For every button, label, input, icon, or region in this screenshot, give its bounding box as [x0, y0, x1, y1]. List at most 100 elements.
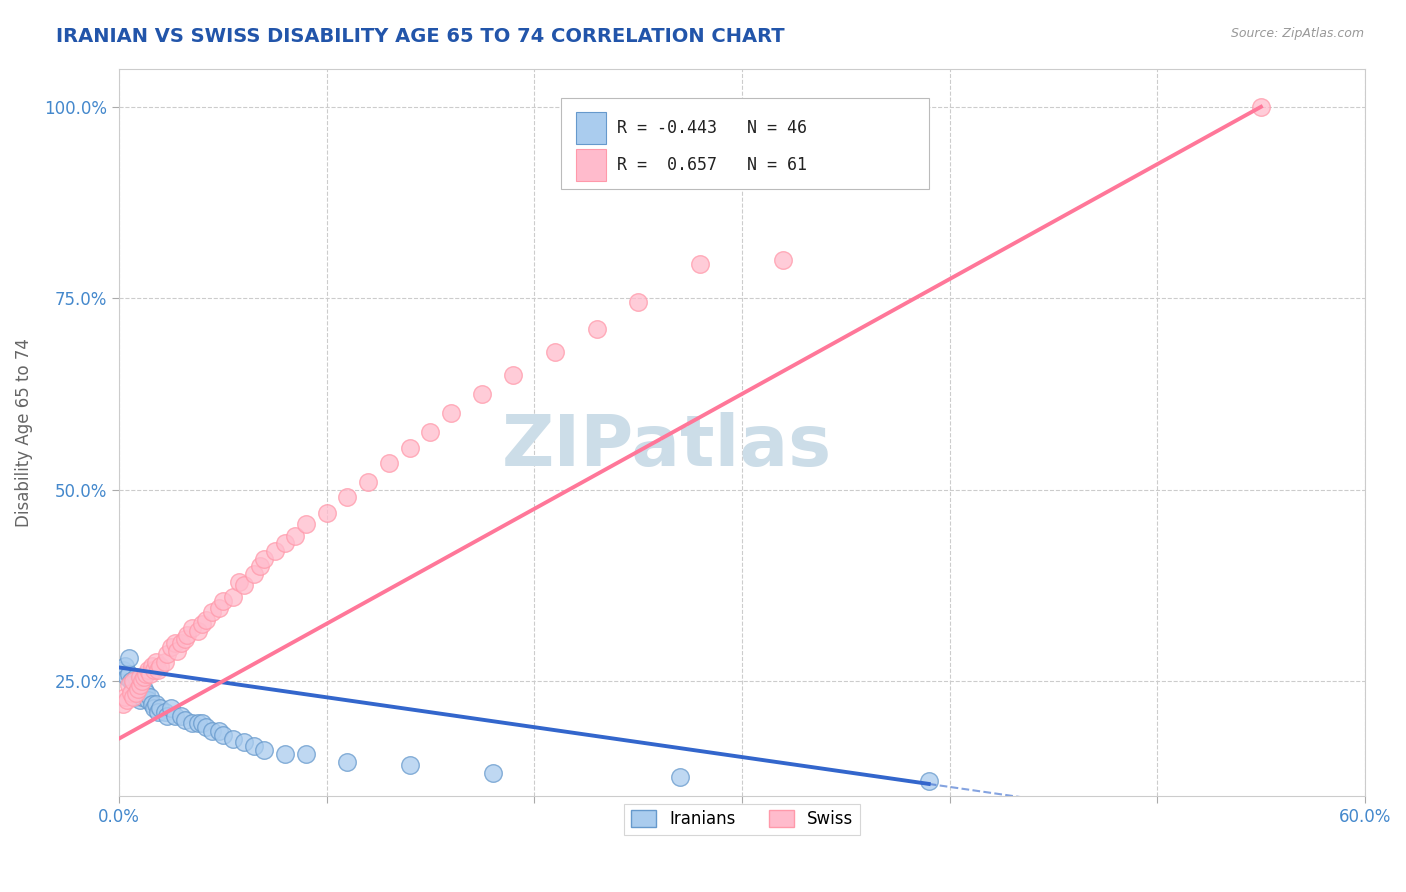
Point: [187, 624, 209, 639]
Point: [115, 670, 138, 684]
Point: [201, 723, 224, 738]
FancyBboxPatch shape: [561, 97, 929, 188]
Point: [294, 747, 316, 761]
Point: [120, 686, 142, 700]
Point: [132, 681, 155, 696]
Point: [243, 566, 266, 581]
Point: [124, 670, 146, 684]
Point: [139, 690, 162, 704]
Point: [668, 770, 690, 784]
Point: [772, 252, 794, 267]
Point: [284, 529, 307, 543]
Point: [159, 640, 181, 654]
Point: [170, 708, 193, 723]
Point: [544, 344, 567, 359]
Point: [148, 705, 170, 719]
Point: [176, 628, 198, 642]
Point: [128, 693, 150, 707]
Point: [156, 708, 179, 723]
Point: [127, 681, 149, 696]
Point: [174, 713, 197, 727]
Point: [357, 475, 380, 489]
Point: [207, 601, 229, 615]
Point: [143, 663, 166, 677]
Point: [124, 686, 146, 700]
Point: [249, 559, 271, 574]
Text: IRANIAN VS SWISS DISABILITY AGE 65 TO 74 CORRELATION CHART: IRANIAN VS SWISS DISABILITY AGE 65 TO 74…: [56, 27, 785, 45]
Text: R =  0.657   N = 61: R = 0.657 N = 61: [617, 155, 807, 174]
Point: [122, 678, 145, 692]
Point: [166, 643, 188, 657]
Point: [191, 616, 214, 631]
Point: [163, 636, 186, 650]
Point: [263, 544, 285, 558]
Point: [159, 701, 181, 715]
Point: [1250, 100, 1272, 114]
Point: [127, 686, 149, 700]
Point: [253, 743, 276, 757]
Point: [149, 659, 172, 673]
Point: [156, 648, 179, 662]
Point: [118, 651, 141, 665]
Point: [187, 716, 209, 731]
Legend: Iranians, Swiss: Iranians, Swiss: [624, 804, 860, 835]
Point: [128, 670, 150, 684]
Point: [481, 766, 503, 780]
Point: [145, 697, 167, 711]
Text: R = -0.443   N = 46: R = -0.443 N = 46: [617, 120, 807, 137]
Point: [243, 739, 266, 754]
Point: [232, 578, 254, 592]
Point: [141, 697, 163, 711]
Point: [136, 693, 159, 707]
Point: [222, 731, 245, 746]
Point: [398, 758, 420, 772]
Text: ZIPatlas: ZIPatlas: [502, 412, 832, 482]
Point: [124, 690, 146, 704]
Point: [153, 655, 176, 669]
Point: [122, 690, 145, 704]
Point: [336, 491, 359, 505]
Point: [222, 590, 245, 604]
Point: [228, 574, 250, 589]
Point: [627, 295, 650, 310]
Point: [232, 735, 254, 749]
Point: [918, 773, 941, 788]
Point: [336, 755, 359, 769]
Point: [440, 406, 463, 420]
Point: [294, 517, 316, 532]
Point: [141, 659, 163, 673]
Point: [180, 621, 202, 635]
Point: [136, 663, 159, 677]
Point: [274, 747, 297, 761]
Point: [195, 613, 218, 627]
Point: [207, 723, 229, 738]
Point: [211, 728, 233, 742]
Point: [135, 686, 157, 700]
Point: [274, 536, 297, 550]
Point: [149, 701, 172, 715]
Point: [211, 594, 233, 608]
Point: [145, 655, 167, 669]
Point: [585, 322, 607, 336]
Point: [195, 720, 218, 734]
Point: [114, 690, 136, 704]
Point: [378, 456, 401, 470]
Point: [419, 425, 441, 440]
Point: [153, 705, 176, 719]
Point: [471, 387, 494, 401]
Point: [135, 666, 157, 681]
Point: [114, 659, 136, 673]
Point: [163, 708, 186, 723]
Text: Source: ZipAtlas.com: Source: ZipAtlas.com: [1230, 27, 1364, 40]
Point: [398, 441, 420, 455]
Point: [132, 670, 155, 684]
Point: [118, 666, 141, 681]
Point: [502, 368, 524, 382]
Point: [118, 678, 141, 692]
Point: [180, 716, 202, 731]
FancyBboxPatch shape: [576, 149, 606, 180]
Point: [131, 674, 153, 689]
Point: [689, 257, 711, 271]
Point: [148, 663, 170, 677]
FancyBboxPatch shape: [576, 112, 606, 145]
